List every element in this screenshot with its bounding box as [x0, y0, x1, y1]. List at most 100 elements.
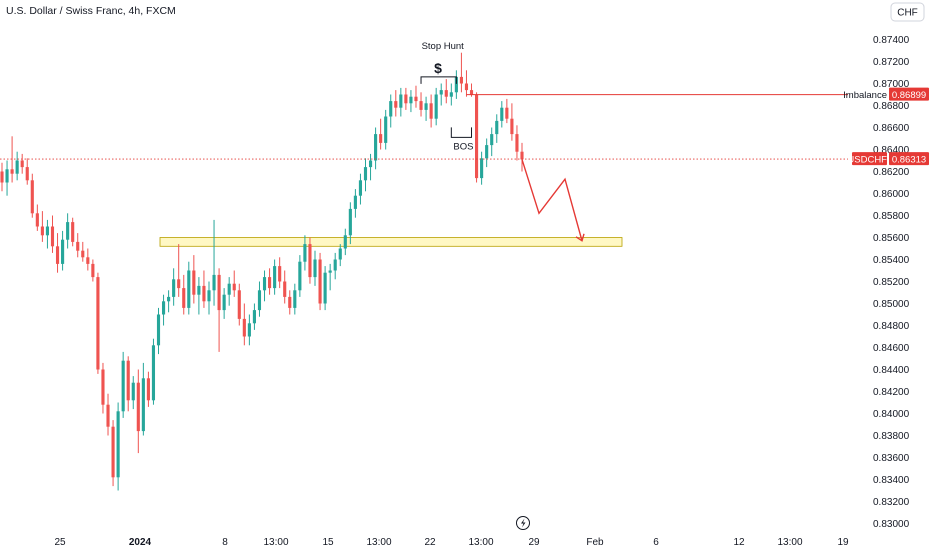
candle-body: [131, 382, 135, 401]
projection-path: [521, 159, 583, 241]
y-tick-label: 0.83800: [873, 431, 910, 442]
candle-body: [121, 360, 125, 412]
candle-body: [35, 213, 39, 227]
candle-body: [510, 118, 514, 135]
x-tick-label: 19: [837, 537, 849, 548]
candle-body: [247, 323, 251, 337]
x-tick-label: 12: [733, 537, 745, 548]
candle-body: [384, 116, 388, 143]
x-tick-label: 2024: [129, 537, 152, 548]
candle-body: [136, 382, 140, 432]
y-tick-label: 0.83400: [873, 475, 910, 486]
y-tick-label: 0.84000: [873, 409, 910, 420]
candle-body: [96, 277, 100, 370]
candle-body: [278, 266, 282, 282]
candle-body: [227, 283, 231, 295]
candle-body: [358, 180, 363, 196]
price-tag-name: Imbalance: [843, 90, 887, 101]
x-tick-label: 13:00: [777, 537, 802, 548]
y-tick-label: 0.84200: [873, 387, 910, 398]
candle-body: [414, 96, 418, 102]
candle-body: [500, 107, 504, 121]
y-tick-label: 0.87200: [873, 57, 910, 68]
y-tick-label: 0.85600: [873, 233, 910, 244]
x-tick-label: 8: [222, 537, 228, 548]
price-tag-name-bg: [852, 152, 887, 166]
candle-body: [262, 277, 267, 291]
price-tag-value: 0.86313: [892, 155, 926, 166]
candle-body: [161, 301, 166, 315]
dollar-sign-label: $: [434, 60, 442, 76]
candle-body: [101, 369, 105, 405]
candle-body: [288, 296, 292, 308]
candle-body: [338, 248, 342, 260]
y-tick-label: 0.86800: [873, 101, 910, 112]
candle-body: [45, 226, 50, 236]
candle-body: [409, 96, 413, 104]
candle-body: [141, 378, 145, 432]
candle-body: [368, 160, 373, 168]
stop-hunt-bracket: [420, 76, 457, 84]
candle-body: [293, 290, 297, 308]
candle-body: [151, 345, 156, 401]
bos-bracket: [450, 127, 473, 138]
candle-body: [424, 103, 428, 110]
y-tick-label: 0.86600: [873, 123, 910, 134]
candle-body: [15, 160, 19, 174]
candle-body: [505, 107, 509, 119]
candle-body: [449, 92, 453, 97]
price-tag-value: 0.86899: [892, 90, 926, 101]
y-tick-label: 0.85400: [873, 255, 910, 266]
candle-body: [212, 274, 216, 291]
candle-body: [323, 272, 327, 304]
annotation-lines: [0, 76, 848, 242]
candle-body: [111, 426, 115, 478]
y-tick-label: 0.83200: [873, 497, 910, 508]
candle-body: [257, 290, 262, 311]
candle-body: [273, 266, 277, 289]
candle-body: [91, 263, 95, 278]
demand-zone-layer: [159, 237, 623, 247]
candle-body: [25, 167, 29, 181]
candle-body: [374, 134, 378, 161]
candle-body: [469, 90, 474, 95]
candle-body: [268, 277, 272, 289]
projection-arrowhead: [575, 233, 585, 242]
candle-body: [429, 103, 433, 119]
currency-button[interactable]: CHF: [890, 2, 925, 22]
candle-body: [439, 90, 443, 95]
y-tick-label: 0.83000: [873, 519, 910, 530]
price-tag-name: USDCHF: [847, 155, 887, 166]
candle-body: [167, 296, 171, 302]
candle-body: [343, 235, 347, 249]
candle-body: [30, 180, 34, 214]
y-tick-label: 0.85000: [873, 299, 910, 310]
candle-body: [313, 259, 317, 278]
candle-body: [434, 94, 438, 119]
y-tick-label: 0.86000: [873, 189, 910, 200]
y-tick-label: 0.86400: [873, 145, 910, 156]
candlestick-series: [0, 52, 524, 491]
y-tick-label: 0.84600: [873, 343, 910, 354]
replay-icon[interactable]: [516, 516, 530, 530]
candle-body: [394, 101, 398, 108]
price-axis[interactable]: 0.87400 0.87200 0.87000 0.86800 0.86600 0.864…: [873, 35, 910, 530]
candle-body: [474, 94, 479, 179]
candle-body: [252, 310, 256, 324]
x-tick-label: 25: [54, 537, 66, 548]
candle-body: [146, 378, 150, 401]
price-tags: Imbalance 0.86899 USDCHF 0.86313: [843, 87, 929, 166]
candle-body: [10, 169, 14, 174]
candle-body: [283, 281, 287, 297]
candle-body: [399, 94, 403, 108]
candle-body: [81, 250, 85, 258]
candle-body: [5, 169, 9, 183]
candle-body: [177, 279, 181, 289]
price-tag-value-bg: [889, 87, 929, 101]
candle-body: [379, 134, 383, 143]
y-tick-label: 0.86200: [873, 167, 910, 178]
y-tick-label: 0.84400: [873, 365, 910, 376]
time-axis[interactable]: 25 2024 8 13:00 15 13:00 22 13:00 29 Feb 6 12 13:00 1…: [54, 537, 849, 548]
bos-label: BOS: [453, 141, 473, 152]
